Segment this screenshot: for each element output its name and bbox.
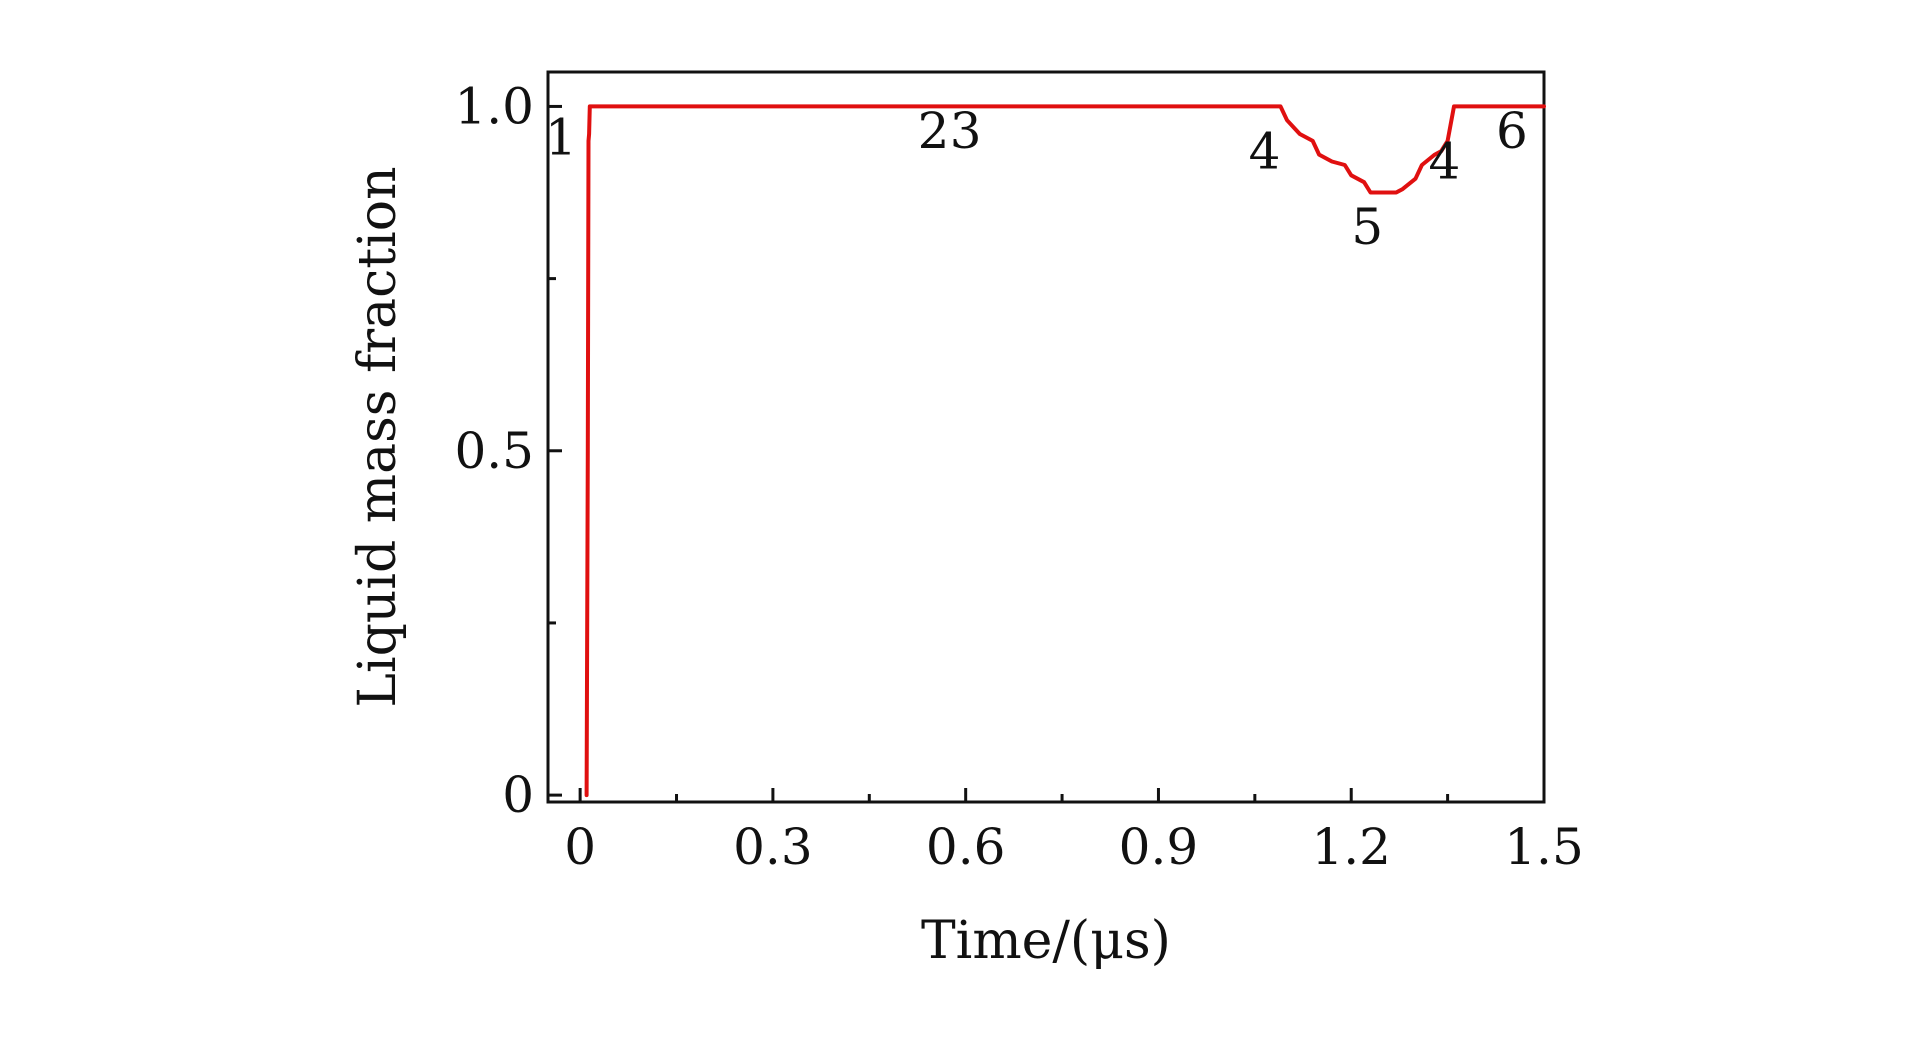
- series-layer: [584, 104, 1546, 798]
- x-tick-label: 0: [564, 818, 596, 876]
- annotation-label: 4: [1249, 122, 1281, 180]
- series-line: [584, 104, 1546, 798]
- y-tick-label: 0.5: [454, 422, 534, 480]
- y-tick-label: 1.0: [454, 77, 534, 135]
- x-tick-label: 0.6: [926, 818, 1006, 876]
- y-axis-title: Liquid mass fraction: [348, 166, 408, 707]
- annotation-label: 1: [545, 109, 577, 167]
- annotation-label: 6: [1496, 102, 1528, 160]
- annotation-label: 2: [918, 102, 950, 160]
- plot-frame: [546, 70, 1546, 804]
- x-tick-label: 1.5: [1504, 818, 1584, 876]
- annotation-label: 4: [1428, 133, 1460, 191]
- x-axis-ticks: 0 0.3 0.6 0.9 1.2 1.5: [564, 788, 1584, 876]
- x-tick-label: 0.3: [733, 818, 813, 876]
- x-tick-label: 0.9: [1119, 818, 1199, 876]
- x-tick-label: 1.2: [1311, 818, 1391, 876]
- annotation-label: 5: [1351, 198, 1383, 256]
- y-axis-ticks: 0 0.5 1.0: [454, 77, 562, 824]
- annotation-label: 3: [950, 102, 982, 160]
- y-tick-label: 0: [502, 766, 534, 824]
- x-axis-title: Time/(μs): [921, 911, 1171, 971]
